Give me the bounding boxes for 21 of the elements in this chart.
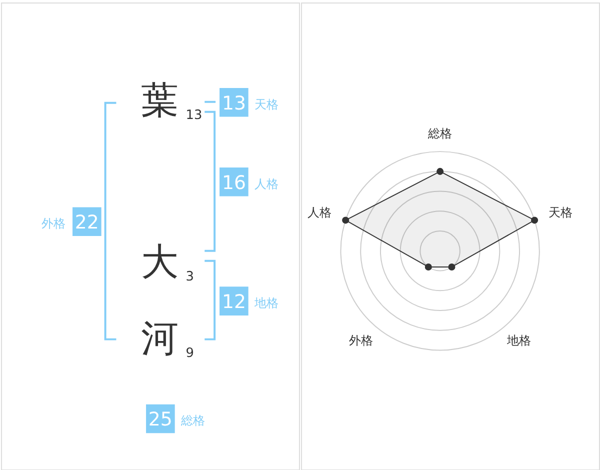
text: 外格 <box>42 216 66 231</box>
spoke-label: 地格 <box>506 333 532 348</box>
spoke-label: 天格 <box>548 206 573 220</box>
text: 総格 <box>180 414 205 428</box>
spoke-label: 総格 <box>427 126 452 141</box>
text: 16 <box>222 172 246 194</box>
text: 大 <box>140 240 179 284</box>
spoke-label: 外格 <box>348 333 373 348</box>
text: 人格 <box>254 176 278 191</box>
text: 3 <box>186 270 194 285</box>
text: 地格 <box>253 296 278 310</box>
text: 天格 <box>254 97 278 112</box>
text: 12 <box>222 291 246 314</box>
text: 22 <box>74 212 99 234</box>
text: 13 <box>186 108 202 123</box>
text: 25 <box>148 408 172 431</box>
spoke-label: 人格 <box>307 206 332 220</box>
text: 河 <box>140 316 179 360</box>
text: 13 <box>222 92 246 114</box>
text: 9 <box>186 346 194 362</box>
text: 葉 <box>140 78 179 122</box>
